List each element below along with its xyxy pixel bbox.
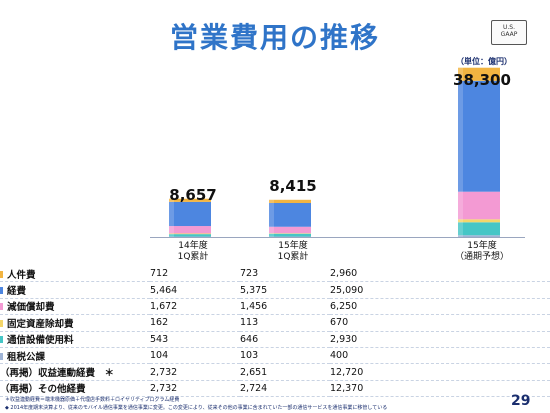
bar-segment: [169, 201, 211, 227]
bar-segment: [269, 233, 311, 237]
row-label: 経費: [7, 286, 27, 298]
table-row: 減価償却費 1,672 1,456 6,250: [0, 298, 550, 316]
bar-segment: [169, 226, 211, 234]
legend-swatch-icon: [0, 287, 3, 295]
value-cell: 25,090: [330, 281, 550, 299]
value-cell: 646: [240, 331, 330, 348]
table-row: 租税公課 104 103 400: [0, 347, 550, 365]
row-label: （再掲）その他経費: [0, 384, 86, 396]
bar-segment: [269, 202, 311, 227]
bar-total-label: 38,300: [453, 71, 511, 89]
category-label-line2: 1Q累計: [277, 252, 309, 262]
table-row: 人件費 712 723 2,960: [0, 266, 550, 283]
category-label: 14年度 1Q累計: [153, 241, 233, 263]
value-cell: 2,732: [150, 363, 240, 381]
value-cell: 5,464: [150, 281, 240, 299]
table-row: 通信設備使用料 543 646 2,930: [0, 331, 550, 348]
accounting-standard-badge: U.S. GAAP: [491, 20, 527, 45]
legend-swatch-icon: [0, 336, 3, 344]
bar-segment: [458, 67, 500, 81]
badge-line-1: U.S.: [502, 24, 515, 31]
row-label-cell: 経費: [0, 281, 150, 299]
bar-segment: [458, 80, 500, 192]
value-cell: 2,930: [330, 331, 550, 348]
value-cell: 670: [330, 314, 550, 332]
value-cell: 12,370: [330, 380, 550, 398]
value-cell: 543: [150, 331, 240, 348]
expense-table: 人件費 712 723 2,960 経費 5,464 5,375 25,090 減価償却費 1,6…: [0, 266, 550, 398]
row-label: 人件費: [7, 269, 36, 281]
table-row: 固定資産除却費 162 113 670: [0, 314, 550, 332]
legend-swatch-icon: [0, 352, 3, 360]
row-label-cell: 通信設備使用料: [0, 331, 150, 348]
bar-segment: [169, 234, 211, 237]
unit-label: （単位：億円）: [456, 57, 512, 66]
table-row: （再掲）収益連動経費 ＊ 2,732 2,651 12,720: [0, 363, 550, 381]
row-label-cell: 人件費: [0, 266, 150, 283]
bar-segment: [269, 199, 311, 203]
page-title: 営業費用の推移: [169, 21, 380, 54]
value-cell: 2,651: [240, 363, 330, 381]
category-label-line2: 1Q累計: [177, 252, 209, 262]
badge-line-2: GAAP: [500, 31, 518, 38]
bar-highlight: [269, 199, 274, 237]
legend-swatch-icon: [0, 303, 3, 311]
table-row: 経費 5,464 5,375 25,090: [0, 281, 550, 299]
value-cell: 723: [240, 266, 330, 283]
category-label-line1: 15年度: [467, 241, 497, 251]
row-label: 租税公課: [7, 351, 46, 363]
value-cell: 104: [150, 347, 240, 365]
row-label: （再掲）収益連動経費 ＊: [0, 368, 115, 380]
category-label: 15年度 （通期予想）: [442, 241, 522, 263]
bar-highlight: [458, 67, 463, 238]
bar-segment: [458, 222, 500, 236]
value-cell: 162: [150, 314, 240, 332]
page-number: 29: [511, 393, 531, 409]
bar-segment: [269, 226, 311, 234]
value-cell: 1,672: [150, 298, 240, 316]
value-cell: 12,720: [330, 363, 550, 381]
row-label-cell: （再掲）収益連動経費 ＊: [0, 363, 150, 381]
value-cell: 2,960: [330, 266, 550, 283]
category-label-line1: 14年度: [178, 241, 208, 251]
row-label: 減価償却費: [7, 302, 55, 314]
table-row: （再掲）その他経費 2,732 2,724 12,370: [0, 380, 550, 398]
row-label-cell: 租税公課: [0, 347, 150, 365]
category-label-line2: （通期予想）: [454, 252, 509, 262]
bar-total-label: 8,415: [269, 177, 317, 195]
footnote: ＊収益連動経費＝端末機器原価＋代理店手数料＋ロイヤリティプログラム経費: [5, 397, 180, 403]
bar-highlight: [169, 198, 174, 237]
legend-swatch-icon: [0, 319, 3, 327]
category-label: 15年度 1Q累計: [253, 241, 333, 263]
row-label-cell: 減価償却費: [0, 298, 150, 316]
bar-total-label: 8,657: [169, 186, 217, 204]
bar-segment: [458, 235, 500, 237]
value-cell: 2,724: [240, 380, 330, 398]
value-cell: 5,375: [240, 281, 330, 299]
row-label-cell: （再掲）その他経費: [0, 380, 150, 398]
value-cell: 6,250: [330, 298, 550, 316]
category-label-line1: 15年度: [278, 241, 308, 251]
row-label-cell: 固定資産除却費: [0, 314, 150, 332]
value-cell: 113: [240, 314, 330, 332]
row-label: 固定資産除却費: [7, 318, 74, 330]
row-label: 通信設備使用料: [7, 335, 74, 347]
bar-segment: [458, 219, 500, 223]
bar-segment: [458, 191, 500, 220]
bar-segment: [169, 198, 211, 202]
legend-swatch-icon: [0, 270, 3, 278]
footnote: ◆ 2014年度期末決算より、従来のモバイル通信事業を通信事業に変更。この変更に…: [5, 405, 388, 411]
bar-segment: [169, 233, 211, 235]
value-cell: 103: [240, 347, 330, 365]
value-cell: 1,456: [240, 298, 330, 316]
value-cell: 2,732: [150, 380, 240, 398]
value-cell: 712: [150, 266, 240, 283]
value-cell: 400: [330, 347, 550, 365]
